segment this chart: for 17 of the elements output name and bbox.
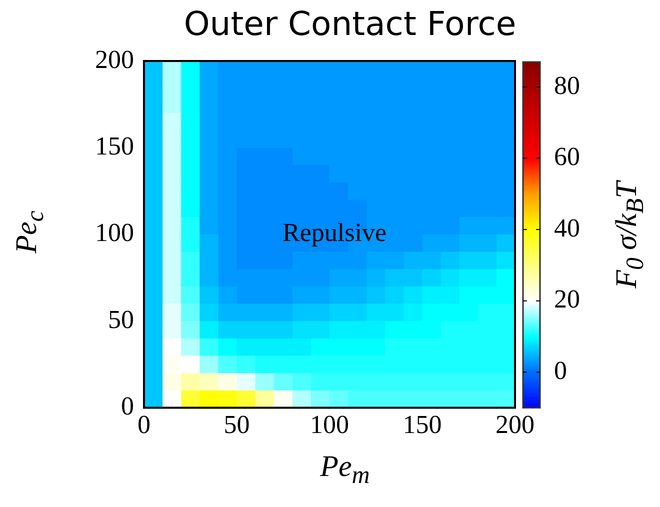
x-axis-title: Pe$_{m}$ bbox=[319, 450, 371, 490]
color-bar-label: 80 bbox=[554, 70, 580, 100]
x-tick-label: 50 bbox=[224, 410, 250, 440]
y-tick-label: 50 bbox=[108, 304, 134, 334]
annotation: Repulsive bbox=[282, 218, 386, 248]
x-tick-label: 200 bbox=[496, 410, 534, 440]
color-bar-label: 20 bbox=[554, 284, 580, 314]
chart-title: Outer Contact Force bbox=[182, 4, 518, 43]
y-tick-label: 100 bbox=[95, 218, 134, 248]
y-tick-label: 200 bbox=[95, 44, 134, 74]
y-tick-label: 150 bbox=[95, 132, 134, 161]
y-tick-label: 0 bbox=[121, 392, 134, 421]
color-bar-label: 40 bbox=[554, 213, 580, 242]
color-bar-label: 60 bbox=[554, 142, 580, 172]
x-tick-label: 150 bbox=[402, 410, 442, 440]
x-tick-label: 100 bbox=[310, 410, 349, 440]
color-bar-label: 0 bbox=[554, 356, 567, 385]
